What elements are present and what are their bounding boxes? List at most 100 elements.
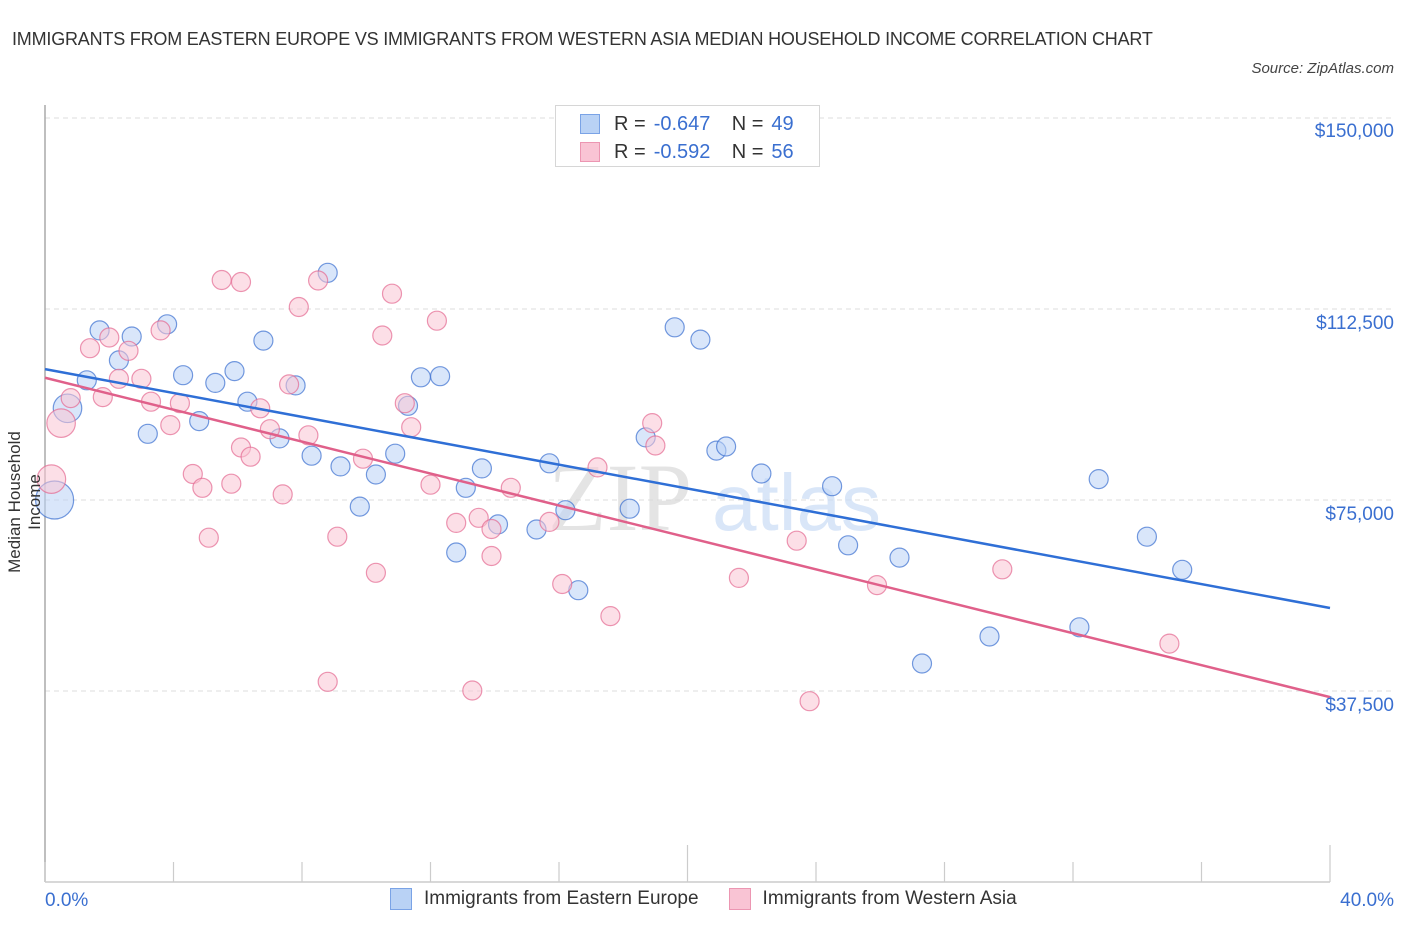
- eastern-europe-point: [821, 476, 843, 497]
- eastern-europe-trendline: [44, 367, 1331, 610]
- western-asia-point: [462, 680, 483, 701]
- western-asia-point: [79, 338, 101, 359]
- eastern-europe-point: [349, 496, 370, 517]
- western-asia-point: [327, 526, 348, 547]
- stats-row-western-asia: R = -0.592 N = 56: [580, 139, 794, 165]
- western-asia-point: [272, 484, 293, 505]
- eastern-europe-swatch: [580, 114, 600, 134]
- n-label: N =: [731, 140, 764, 163]
- western-asia-point: [46, 408, 76, 438]
- eastern-europe-point: [301, 445, 322, 466]
- western-asia-point: [365, 562, 386, 583]
- source-label: Source: ZipAtlas.com: [1251, 60, 1394, 77]
- eastern-europe-point: [1136, 526, 1158, 547]
- y-tick-label: $150,000: [1314, 121, 1394, 142]
- western-asia-point: [799, 691, 820, 712]
- western-asia-point: [394, 393, 415, 414]
- eastern-europe-swatch: [390, 888, 412, 910]
- western-asia-point: [288, 296, 309, 318]
- eastern-europe-point: [837, 535, 859, 556]
- western-asia-point: [298, 425, 319, 446]
- western-asia-point: [240, 446, 261, 467]
- gridlines: [45, 117, 1395, 692]
- western-asia-point: [786, 530, 807, 551]
- western-asia-point: [401, 417, 422, 438]
- western-asia-point: [468, 507, 489, 528]
- stats-legend: R = -0.647 N = 49 R = -0.592 N = 56: [555, 105, 820, 167]
- n-label: N =: [731, 112, 764, 135]
- eastern-europe-point: [1088, 469, 1109, 490]
- western-asia-point: [118, 340, 139, 361]
- eastern-europe-point: [385, 443, 406, 464]
- series-legend: Immigrants from Eastern Europe Immigrant…: [390, 888, 1047, 910]
- eastern-europe-point: [173, 365, 194, 386]
- x-tick-label-max: 40.0%: [1340, 890, 1394, 911]
- western-asia-point: [481, 545, 502, 567]
- eastern-europe-point: [889, 547, 910, 568]
- western-asia-point: [446, 512, 467, 534]
- western-asia-point: [600, 605, 621, 627]
- eastern-europe-point: [224, 361, 245, 382]
- western-asia-point: [539, 511, 560, 533]
- legend-label: Immigrants from Eastern Europe: [424, 888, 699, 909]
- eastern-europe-point: [555, 500, 576, 521]
- western-asia-trendline: [44, 376, 1331, 699]
- western-asia-point: [317, 671, 338, 692]
- watermark-zip: ZIP: [548, 444, 692, 551]
- y-tick-label: $37,500: [1325, 695, 1394, 716]
- western-asia-point: [192, 477, 213, 498]
- eastern-europe-point: [330, 456, 351, 477]
- western-asia-point: [182, 463, 203, 485]
- western-asia-point: [728, 567, 750, 589]
- legend-item-western-asia: Immigrants from Western Asia: [728, 888, 1017, 910]
- western-asia-point: [992, 559, 1013, 580]
- eastern-europe-point: [1069, 617, 1090, 638]
- eastern-europe-point: [253, 330, 274, 351]
- western-asia-point: [211, 269, 232, 291]
- trendlines: [44, 367, 1331, 699]
- western-asia-point: [230, 271, 252, 293]
- data-points: [34, 262, 1193, 712]
- eastern-europe-point: [471, 458, 492, 479]
- legend-item-eastern-europe: Immigrants from Eastern Europe: [390, 888, 699, 910]
- eastern-europe-point: [205, 372, 226, 393]
- r-label: R =: [614, 112, 646, 135]
- western-asia-swatch: [728, 888, 751, 910]
- eastern-europe-point: [911, 653, 933, 674]
- western-asia-point: [420, 474, 441, 495]
- western-asia-point: [642, 413, 663, 434]
- western-asia-swatch: [580, 142, 600, 162]
- eastern-europe-point: [1172, 559, 1193, 580]
- x-axis-ticks: [44, 845, 1331, 882]
- r-value: -0.647: [653, 112, 711, 135]
- western-asia-point: [426, 310, 447, 331]
- y-tick-label: $75,000: [1325, 504, 1394, 525]
- eastern-europe-point: [715, 436, 737, 457]
- eastern-europe-point: [446, 542, 467, 563]
- western-asia-point: [198, 527, 219, 548]
- x-tick-label-min: 0.0%: [45, 890, 89, 911]
- western-asia-point: [279, 374, 300, 395]
- western-asia-point: [160, 415, 181, 436]
- western-asia-point: [131, 368, 152, 389]
- eastern-europe-point: [979, 626, 1000, 647]
- western-asia-point: [372, 325, 393, 346]
- eastern-europe-point: [430, 366, 451, 387]
- western-asia-point: [221, 473, 242, 494]
- r-label: R =: [614, 140, 646, 163]
- western-asia-point: [308, 270, 329, 291]
- y-tick-label: $112,500: [1316, 313, 1394, 334]
- western-asia-point: [552, 573, 573, 595]
- western-asia-point: [99, 327, 120, 348]
- western-asia-point: [36, 464, 67, 494]
- western-asia-point: [150, 320, 171, 341]
- western-asia-point: [1159, 633, 1180, 654]
- western-asia-point: [645, 435, 666, 456]
- eastern-europe-point: [751, 463, 772, 484]
- y-axis-label: Median Household Income: [5, 431, 44, 573]
- eastern-europe-point: [690, 329, 711, 350]
- eastern-europe-point: [410, 367, 431, 388]
- n-value: 49: [771, 112, 794, 135]
- stats-row-eastern-europe: R = -0.647 N = 49: [580, 111, 794, 137]
